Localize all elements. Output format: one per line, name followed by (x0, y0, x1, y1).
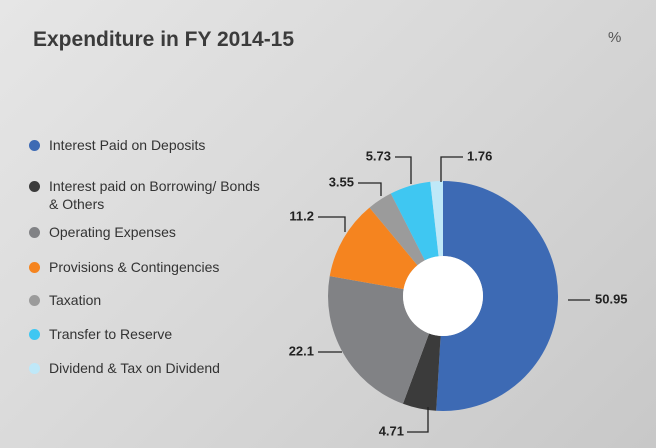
legend-swatch (29, 329, 40, 340)
legend-label: Interest paid on Borrowing/ Bonds & Othe… (49, 178, 260, 212)
donut-slice (430, 181, 443, 257)
legend-item: Interest Paid on Deposits (27, 136, 264, 154)
legend-item: Interest paid on Borrowing/ Bonds & Othe… (27, 177, 264, 213)
legend-item: Transfer to Reserve (27, 325, 264, 343)
donut-slice (436, 181, 559, 412)
leader-line (395, 156, 412, 184)
legend-label: Operating Expenses (49, 224, 176, 240)
legend-swatch (29, 295, 40, 306)
donut-hole (403, 256, 483, 336)
donut-slice (369, 193, 425, 266)
legend-item: Taxation (27, 291, 264, 309)
leader-line (318, 216, 346, 232)
legend-swatch (29, 363, 40, 374)
donut-slice (390, 181, 439, 261)
legend-swatch (29, 227, 40, 238)
data-label: 1.76 (467, 148, 492, 163)
legend-item: Provisions & Contingencies (27, 258, 264, 276)
data-label: 4.71 (379, 423, 404, 438)
legend-label: Interest Paid on Deposits (49, 137, 206, 153)
donut-slice (402, 333, 441, 411)
donut-slice (328, 276, 430, 404)
legend-swatch (29, 140, 40, 151)
donut-slice (329, 207, 418, 290)
data-label: 22.1 (289, 343, 314, 358)
unit-label: % (608, 29, 622, 46)
legend-item: Operating Expenses (27, 223, 264, 241)
data-label: 5.73 (366, 148, 391, 163)
data-label: 50.95 (595, 291, 628, 306)
chart-title: Expenditure in FY 2014-15 (33, 28, 295, 51)
legend-swatch (29, 181, 40, 192)
legend-label: Dividend & Tax on Dividend (49, 360, 220, 376)
legend-label: Provisions & Contingencies (49, 259, 220, 275)
legend-label: Transfer to Reserve (49, 326, 173, 342)
legend-item: Dividend & Tax on Dividend (27, 359, 264, 377)
legend-label: Taxation (49, 292, 102, 308)
leader-line (358, 182, 382, 196)
legend-swatch (29, 262, 40, 273)
data-label: 3.55 (329, 174, 354, 189)
data-label: 11.2 (289, 208, 314, 223)
leader-line (407, 407, 429, 433)
leader-line (440, 156, 463, 182)
